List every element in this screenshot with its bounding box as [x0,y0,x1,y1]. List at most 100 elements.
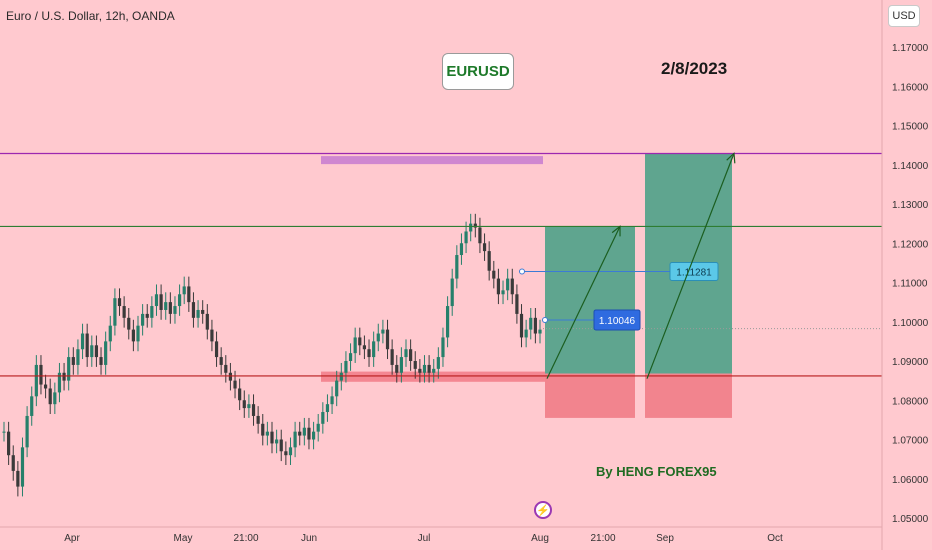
currency-button[interactable]: USD [888,5,920,27]
y-tick-label: 1.12000 [892,239,929,250]
candle-body [311,431,316,440]
candle-body [358,337,362,346]
candle-body [117,298,122,307]
x-tick-label: Oct [767,533,783,544]
symbol-label-box[interactable]: EURUSD [442,53,514,90]
candle-body [168,302,172,314]
candle-body [265,431,269,436]
target-labels: 1.11281 1.10046 [519,152,736,379]
candle-body [127,317,131,330]
candle-body [455,255,459,279]
candle-body [205,313,209,330]
candle-body [441,337,445,358]
candle-body [307,427,311,440]
candle-body [191,302,196,318]
x-tick-label: Sep [656,533,674,544]
candle-body [85,333,89,358]
y-tick-label: 1.07000 [892,436,929,447]
candle-body [131,329,135,342]
candle-body [519,313,524,338]
candle-body [464,231,468,244]
candle-body [25,415,29,448]
y-tick-label: 1.09000 [892,357,929,368]
candle-body [76,349,80,365]
x-tick-label: 21:00 [233,533,258,544]
candle-body [293,431,297,448]
target-2-text: 1.10046 [599,316,636,327]
author-annotation[interactable]: By HENG FOREX95 [596,464,717,479]
candle-body [478,227,482,244]
candle-body [94,345,99,358]
x-tick-label: Jul [418,533,431,544]
candle-body [214,341,219,358]
candle-body [187,286,191,303]
profit-zone [545,226,635,374]
projection-arrow-1 [546,226,621,379]
candle-body [469,223,473,232]
target-1-anchor [519,268,525,275]
y-tick-label: 1.14000 [892,161,929,172]
target-2-anchor [542,316,548,323]
candle-body [90,345,94,358]
candle-body [177,294,182,307]
y-tick-label: 1.05000 [892,514,929,525]
candle-body [173,306,177,314]
candle-body [275,439,279,444]
candle-body [348,353,353,361]
candle-body [150,306,154,318]
candle-body [529,317,533,330]
lightning-icon[interactable]: ⚡ [534,501,552,519]
candle-body [362,345,367,350]
projection-arrow-1-head [611,225,621,237]
candle-body [2,431,6,433]
candle-body [302,427,306,436]
candle-body [390,349,394,365]
time-axis[interactable]: Apr May 21:00 Jun Jul Aug 21:00 Sep Oct [0,526,882,544]
candle-body [533,317,537,334]
candle-body [413,361,417,369]
candle-body [506,278,510,291]
date-annotation[interactable]: 2/8/2023 [661,59,728,78]
candle-body [247,404,251,409]
candle-body [57,372,62,393]
candle-body [316,423,320,432]
candle-body [62,372,66,381]
candle-body [108,325,112,342]
candle-body [399,357,403,373]
chart-title: Euro / U.S. Dollar, 12h, OANDA [6,9,175,23]
candle-body [492,270,496,279]
y-tick-label: 1.13000 [892,200,929,211]
candle-body [298,431,302,436]
candle-body [238,388,242,401]
candle-body [122,306,126,318]
candle-body [445,306,450,338]
candle-body [233,380,237,389]
candle-body [39,364,43,385]
candle-body [154,294,159,307]
price-axis[interactable]: 1.17000 1.16000 1.15000 1.14000 1.13000 1.120… [881,0,932,550]
support-zone [321,371,550,382]
candle-body [450,278,454,307]
candle-body [422,364,427,373]
candle-body [242,400,246,409]
y-tick-label: 1.11000 [892,279,928,290]
x-tick-label: Jun [301,533,317,544]
candle-body [372,341,376,358]
target-1-text: 1.11281 [676,267,712,278]
candle-body [164,302,168,310]
candle-body [418,368,422,373]
target-2-box [593,309,641,331]
candle-body [487,251,491,271]
stop-zone [645,373,732,418]
candle-body [16,470,20,487]
candle-body [251,404,256,416]
candle-body [376,333,380,342]
candle-body [367,349,371,358]
stop-zone [545,373,635,418]
candle-body [279,439,283,452]
candle-body [524,329,528,338]
horizontal-lines[interactable]: 1.142861.124281.086191.09824 [0,145,931,384]
x-tick-label: 21:00 [590,533,615,544]
candle-body [99,357,103,365]
